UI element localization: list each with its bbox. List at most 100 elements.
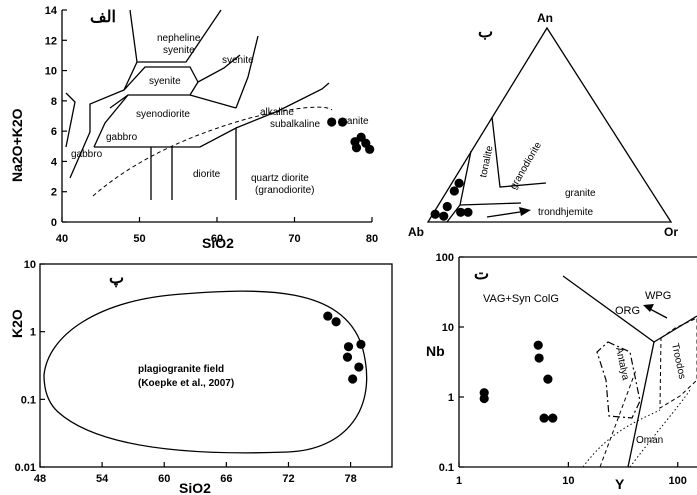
field-label: granite (338, 116, 369, 127)
vertex-label-ab: Ab (408, 225, 424, 239)
discriminant-line (627, 341, 655, 468)
x-tick-label: 66 (220, 473, 232, 485)
sample-point (356, 339, 366, 349)
sample-point (348, 374, 358, 384)
panel-c-title: پ (109, 270, 124, 288)
sample-point (439, 211, 449, 221)
sample-point (323, 311, 333, 321)
panel-k2o-sio2: پ plagiogranite field (Koepke et al., 20… (9, 259, 393, 495)
field-label: syenite (222, 55, 254, 66)
y-tick-label: 10 (45, 66, 57, 78)
x-tick-label: 1 (456, 475, 462, 487)
y-tick-label: 100 (436, 252, 454, 264)
tas-field-line (94, 126, 237, 200)
oman-field-outline (582, 409, 661, 468)
tas-field-line (189, 81, 199, 96)
x-tick-label: 78 (344, 473, 356, 485)
y-tick-label: 10 (24, 259, 36, 271)
trend-arrowhead (519, 207, 531, 216)
sample-point (327, 117, 337, 127)
tas-field-line (137, 9, 222, 63)
field-label: quartz diorite (251, 173, 309, 184)
sample-point (331, 317, 341, 327)
tas-field-line (123, 66, 199, 91)
field-label: subalkaline (270, 119, 320, 130)
tas-field-line (235, 35, 259, 109)
sample-point (442, 201, 452, 212)
tas-field-line (235, 82, 330, 129)
panel-nb-y: ت VAG+Syn ColG WPG ORG Antalya Troodos O… (426, 252, 697, 492)
ternary-triangle (426, 26, 673, 223)
antalya-field-outline (596, 341, 641, 419)
sample-point (351, 143, 362, 153)
field-label: diorite (193, 169, 221, 180)
x-tick-label: 100 (669, 475, 687, 487)
sample-point (354, 362, 364, 372)
y-tick-label: 4 (51, 156, 58, 168)
tas-field-line (197, 54, 241, 83)
sample-point (463, 207, 473, 217)
y-tick-label: 0.1 (439, 462, 454, 474)
panel-a-x-label: SiO2 (202, 235, 234, 251)
x-tick-label: 60 (158, 473, 170, 485)
field-label: gabbro (71, 149, 103, 160)
troodos-field-outline (659, 317, 697, 409)
tas-field-line (109, 94, 237, 109)
ternary-field-line (491, 116, 547, 188)
vertex-label-or: Or (664, 225, 678, 239)
vertex-label-an: An (537, 11, 553, 25)
sample-point (456, 207, 466, 217)
panel-c-x-label: SiO2 (179, 480, 211, 495)
y-tick-label: 0.1 (21, 394, 36, 406)
y-tick-label: 2 (51, 187, 57, 199)
panel-d-y-label: Nb (426, 343, 445, 359)
sample-point (533, 340, 543, 350)
x-tick-label: 10 (562, 475, 574, 487)
tas-field-line (69, 9, 138, 179)
field-label: nepheline (157, 33, 201, 44)
troodos-field-line (599, 369, 637, 468)
x-tick-label: 70 (288, 233, 300, 245)
field-label: trondhjemite (538, 207, 593, 218)
panel-a-y-label: Na2O+K2O (9, 108, 25, 182)
x-tick-label: 60 (211, 233, 223, 245)
panel-c-frame (39, 263, 393, 468)
field-label: gabbro (106, 132, 138, 143)
sample-point (365, 144, 375, 154)
panel-tas: الف nepheline syenite syenite syenite sy… (9, 5, 378, 251)
y-tick-label: 1 (448, 392, 454, 404)
org-arrowhead (643, 304, 654, 312)
plagiogranite-field-outline (43, 290, 368, 454)
field-label: granite (565, 188, 596, 199)
sample-point (337, 117, 348, 127)
sample-point (539, 413, 549, 423)
sample-point (479, 393, 489, 404)
sample-point (342, 352, 353, 362)
sample-point (449, 186, 459, 196)
sample-point (534, 353, 544, 363)
y-tick-label: 0.01 (15, 462, 36, 474)
field-label: (granodiorite) (255, 185, 314, 196)
field-label: WPG (645, 290, 671, 302)
field-label: ORG (615, 305, 640, 317)
panel-c-y-label: K2O (9, 309, 25, 338)
sample-point (548, 413, 558, 423)
field-label: alkaline (260, 107, 294, 118)
field-label: syenite (149, 76, 181, 87)
sample-point (430, 209, 440, 219)
x-tick-label: 72 (282, 473, 294, 485)
ternary-field-line (459, 202, 522, 206)
panel-ternary: ب An Ab Or tonalite granodiorite granite… (408, 11, 678, 239)
field-label: (Koepke et al., 2007) (138, 378, 234, 389)
trend-arrow (486, 211, 521, 218)
org-arrow (649, 308, 668, 319)
x-tick-label: 48 (34, 473, 46, 485)
panel-a-title: الف (90, 9, 116, 26)
panel-d-title: ت (474, 266, 489, 283)
panel-b-title: ب (478, 24, 493, 41)
y-tick-label: 6 (51, 126, 57, 138)
y-tick-label: 1 (30, 327, 36, 339)
x-tick-label: 40 (56, 233, 68, 245)
field-label: tonalite (478, 144, 496, 178)
